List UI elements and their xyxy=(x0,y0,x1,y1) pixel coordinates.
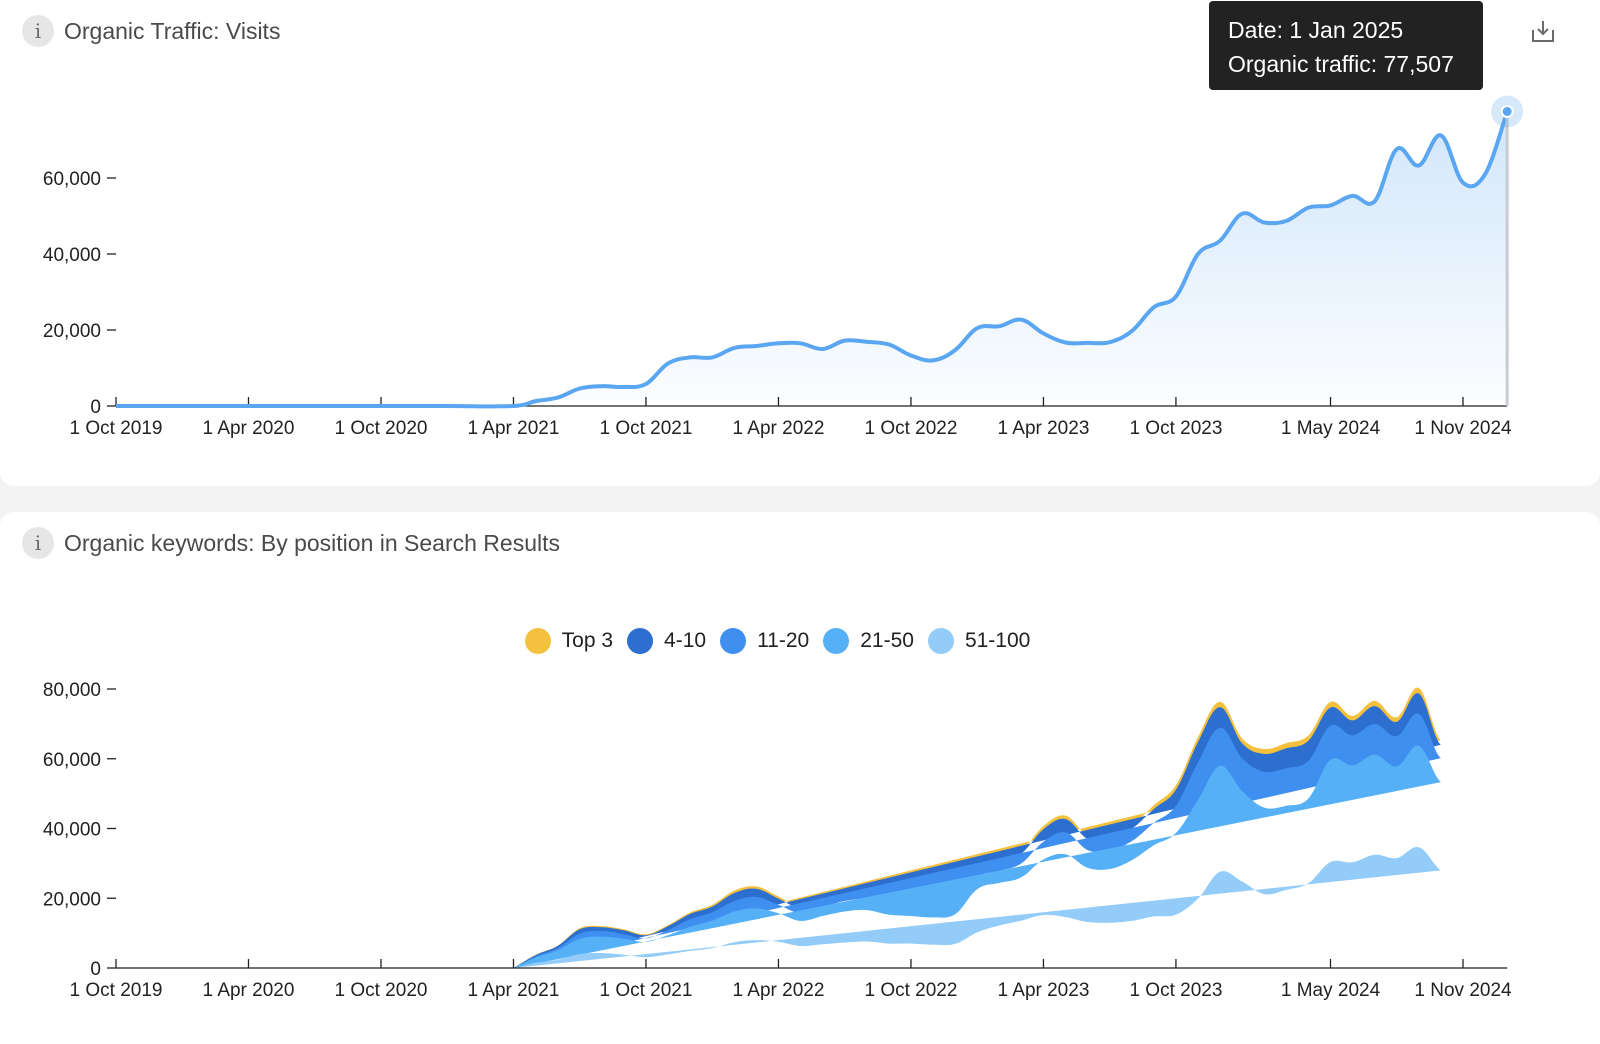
legend-swatch xyxy=(823,628,850,654)
legend-item-21-50[interactable]: 21-50 xyxy=(823,628,914,654)
x-tick-label: 1 Oct 2023 xyxy=(1129,418,1222,439)
traffic-card-header: i Organic Traffic: Visits xyxy=(22,15,280,47)
legend-swatch xyxy=(720,628,747,654)
legend-swatch xyxy=(627,628,654,654)
area-series-21-50 xyxy=(513,745,1441,968)
legend-item-51-100[interactable]: 51-100 xyxy=(927,628,1031,654)
legend-item-top-3[interactable]: Top 3 xyxy=(524,628,614,654)
x-tick-label: 1 Nov 2024 xyxy=(1414,980,1512,1001)
chart-legend: Top 3 4-10 11-20 21-50 51-100 xyxy=(0,628,1555,654)
chart-tooltip: Date: 1 Jan 2025 Organic traffic: 77,507 xyxy=(1209,1,1483,90)
x-tick-label: 1 Oct 2022 xyxy=(864,980,957,1001)
y-tick-label: 40,000 xyxy=(43,245,101,266)
x-tick-label: 1 Apr 2021 xyxy=(468,418,560,439)
x-tick-label: 1 Apr 2023 xyxy=(997,418,1089,439)
x-tick-label: 1 Apr 2022 xyxy=(732,980,824,1001)
x-tick-label: 1 Apr 2020 xyxy=(203,418,295,439)
traffic-card: 0 20,000 40,000 60,000 1 Oct 2019 1 Apr 2020 1… xyxy=(0,0,1600,486)
traffic-chart: 0 20,000 40,000 60,000 1 Oct 2019 1 Apr 2020 1… xyxy=(43,95,1524,439)
x-tick-label: 1 May 2024 xyxy=(1281,980,1381,1001)
x-tick-label: 1 Apr 2023 xyxy=(997,980,1089,1001)
legend-item-4-10[interactable]: 4-10 xyxy=(627,628,706,654)
x-tick-label: 1 Oct 2021 xyxy=(599,980,692,1001)
x-tick-label: 1 Oct 2019 xyxy=(70,418,163,439)
x-tick-label: 1 Oct 2021 xyxy=(599,418,692,439)
info-icon[interactable]: i xyxy=(22,527,54,559)
download-icon xyxy=(1532,21,1554,42)
area-series-51-100 xyxy=(513,847,1441,968)
area-series-11-20 xyxy=(513,713,1441,968)
info-icon[interactable]: i xyxy=(22,15,54,47)
y-tick-label: 20,000 xyxy=(43,321,101,342)
legend-label: Top 3 xyxy=(561,629,614,652)
x-tick-label: 1 Oct 2022 xyxy=(864,418,957,439)
y-tick-label: 20,000 xyxy=(43,889,101,910)
x-tick-label: 1 Apr 2020 xyxy=(203,980,295,1001)
legend-swatch xyxy=(927,628,954,654)
x-tick-label: 1 Apr 2022 xyxy=(732,418,824,439)
tooltip-date: Date: 1 Jan 2025 xyxy=(1228,17,1404,43)
x-tick-label: 1 May 2024 xyxy=(1281,418,1381,439)
hover-marker[interactable] xyxy=(1500,104,1514,118)
legend-label: 4-10 xyxy=(664,629,707,652)
legend-label: 51-100 xyxy=(964,629,1031,652)
legend-swatch xyxy=(524,628,551,654)
download-button[interactable] xyxy=(1528,16,1558,46)
y-tick-label: 0 xyxy=(90,397,101,418)
traffic-area xyxy=(116,111,1508,407)
y-tick-label: 80,000 xyxy=(43,680,101,701)
keywords-chart: 0 20,000 40,000 60,000 80,000 1 Oct 2019 1 Apr… xyxy=(43,680,1512,1001)
keywords-card-title: Organic keywords: By position in Search … xyxy=(64,529,560,556)
traffic-line xyxy=(116,110,1510,409)
y-tick-label: 60,000 xyxy=(43,169,101,190)
legend-label: 21-50 xyxy=(860,629,914,652)
y-tick-label: 60,000 xyxy=(43,750,101,771)
x-tick-label: 1 Apr 2021 xyxy=(468,980,560,1001)
y-tick-label: 0 xyxy=(90,959,101,980)
keywords-card: 0 20,000 40,000 60,000 80,000 1 Oct 2019 1 Apr… xyxy=(0,512,1600,1044)
tooltip-value: Organic traffic: 77,507 xyxy=(1228,51,1454,77)
x-tick-label: 1 Nov 2024 xyxy=(1414,418,1512,439)
x-tick-label: 1 Oct 2020 xyxy=(335,980,428,1001)
legend-item-11-20[interactable]: 11-20 xyxy=(720,628,809,654)
y-tick-label: 40,000 xyxy=(43,820,101,841)
legend-label: 11-20 xyxy=(757,629,810,652)
keywords-card-header: i Organic keywords: By position in Searc… xyxy=(22,527,560,559)
traffic-card-title: Organic Traffic: Visits xyxy=(64,17,281,44)
x-tick-label: 1 Oct 2020 xyxy=(335,418,428,439)
x-tick-label: 1 Oct 2023 xyxy=(1129,980,1222,1001)
x-tick-label: 1 Oct 2019 xyxy=(70,980,163,1001)
